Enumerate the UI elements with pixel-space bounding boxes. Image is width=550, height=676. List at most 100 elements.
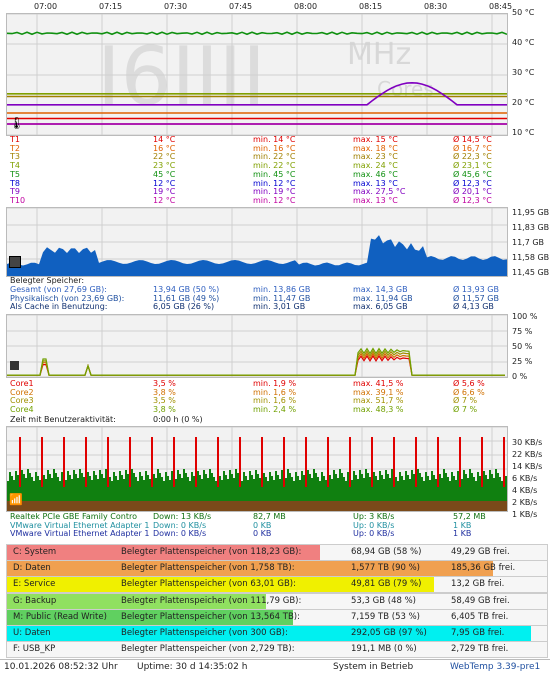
net-up-bar	[427, 501, 429, 511]
net-up-bar	[59, 501, 61, 511]
disk-label: Belegter Plattenspeicher (von 118,23 GB)…	[121, 547, 302, 557]
legend-name: T2	[10, 143, 20, 153]
net-up-bar	[105, 501, 107, 511]
disk-row[interactable]: C: System Belegter Plattenspeicher (von 1…	[6, 544, 548, 561]
net-down-bar	[399, 472, 401, 501]
y-tick: 14 KB/s	[512, 462, 543, 471]
net-up-bar	[433, 501, 435, 511]
net-up-bar	[97, 501, 99, 511]
net-down-bar	[223, 471, 225, 501]
net-up-bar	[57, 501, 59, 511]
net-up-bar	[345, 501, 347, 511]
net-up-bar	[195, 501, 197, 511]
net-up-bar	[205, 501, 207, 511]
net-up-bar	[275, 501, 277, 511]
legend-up: Up: 0 KB/s	[353, 529, 395, 539]
net-peak-bar	[415, 437, 417, 487]
net-up-bar	[143, 501, 145, 511]
net-peak-bar	[283, 437, 285, 487]
net-down-bar	[405, 471, 407, 501]
net-up-bar	[321, 501, 323, 511]
net-up-bar	[113, 501, 115, 511]
net-down-bar	[319, 481, 321, 501]
legend-row: T10 12 °C min. 12 °C max. 13 °C Ø 12,3 °C	[10, 196, 530, 206]
net-up-bar	[19, 501, 21, 511]
net-up-bar	[281, 501, 283, 511]
net-down-bar	[245, 476, 247, 501]
footer-app-link[interactable]: WebTemp 3.39-pre1	[450, 662, 541, 672]
net-down-bar	[31, 477, 33, 501]
net-peak-bar	[195, 437, 197, 487]
disk-row[interactable]: M: Public (Read Write) Belegter Plattensp…	[6, 608, 548, 626]
status-bar: 10.01.2026 08:52:32 Uhr Uptime: 30 d 14:…	[0, 659, 550, 676]
net-up-bar	[29, 501, 31, 511]
net-down-bar	[99, 470, 101, 501]
net-up-bar	[465, 501, 467, 511]
net-up-bar	[225, 501, 227, 511]
disk-row[interactable]: E: Service Belegter Plattenspeicher (von …	[6, 576, 548, 594]
net-up-bar	[361, 501, 363, 511]
net-up-bar	[159, 501, 161, 511]
net-up-bar	[43, 501, 45, 511]
net-up-bar	[237, 501, 239, 511]
disk-row[interactable]: F: USB_KP Belegter Plattenspeicher (von 2…	[6, 641, 548, 659]
disk-free: 58,49 GB frei.	[451, 595, 510, 606]
net-down-bar	[473, 477, 475, 501]
net-down-bar	[211, 473, 213, 501]
net-up-bar	[17, 501, 19, 511]
net-peak-bar	[327, 437, 329, 487]
net-up-bar	[33, 501, 35, 511]
net-up-bar	[379, 501, 381, 511]
net-down-bar	[309, 474, 311, 501]
net-up-bar	[295, 501, 297, 511]
legend-row: VMware Virtual Ethernet Adapter 1 Down: 0…	[10, 529, 530, 539]
y-tick: 75 %	[512, 327, 533, 336]
net-up-bar	[495, 501, 497, 511]
net-down-bar	[333, 470, 335, 501]
net-up-bar	[73, 501, 75, 511]
net-up-bar	[489, 501, 491, 511]
legend-avg: Ø 45,6 °C	[453, 169, 492, 179]
net-down-bar	[307, 470, 309, 501]
net-down-bar	[269, 472, 271, 501]
net-up-bar	[381, 501, 383, 511]
disk-free: 49,29 GB frei.	[451, 547, 510, 557]
net-down-bar	[423, 481, 425, 501]
net-down-bar	[489, 470, 491, 501]
legend-max: max. 13 °C	[353, 178, 398, 188]
net-up-bar	[181, 501, 183, 511]
disk-row[interactable]: G: Backup Belegter Plattenspeicher (von 1…	[6, 592, 548, 610]
net-up-bar	[443, 501, 445, 511]
net-peak-bar	[371, 437, 373, 487]
net-down-bar	[111, 481, 113, 501]
disk-row[interactable]: U: Daten Belegter Plattenspeicher (von 30…	[6, 625, 548, 642]
net-down-bar	[69, 475, 71, 501]
net-up-bar	[207, 501, 209, 511]
legend-row: T4 23 °C min. 22 °C max. 24 °C Ø 23,1 °C	[10, 161, 530, 171]
net-down-bar	[45, 479, 47, 501]
net-up-bar	[315, 501, 317, 511]
disk-free: 13,2 GB frei.	[451, 579, 505, 590]
net-up-bar	[347, 501, 349, 511]
net-down-bar	[13, 480, 15, 501]
net-down-bar	[149, 479, 151, 501]
net-up-bar	[37, 501, 39, 511]
legend-avg: Ø 11,57 GB	[453, 293, 499, 303]
net-down-bar	[419, 473, 421, 501]
net-up-bar	[399, 501, 401, 511]
watermark-cores: Cores	[377, 77, 434, 101]
disk-label: Belegter Plattenspeicher (von 1,758 TB):	[121, 563, 295, 574]
legend-name: VMware Virtual Ethernet Adapter 1	[10, 520, 150, 530]
disk-drive: M: Public (Read Write)	[13, 611, 107, 622]
legend-value: 3,8 %	[153, 387, 176, 397]
net-down-bar	[387, 474, 389, 501]
net-down-bar	[273, 480, 275, 501]
net-down-bar	[391, 469, 393, 501]
net-down-bar	[179, 474, 181, 501]
legend-row: Realtek PCIe GBE Family Contro Down: 13 K…	[10, 512, 530, 522]
temp-series-t9	[7, 81, 507, 106]
disk-row[interactable]: D: Daten Belegter Plattenspeicher (von 1,…	[6, 560, 548, 578]
net-down-bar	[175, 479, 177, 501]
legend-avg: Ø 7 %	[453, 396, 478, 406]
legend-row: T8 12 °C min. 12 °C max. 13 °C Ø 12,3 °C	[10, 179, 530, 189]
